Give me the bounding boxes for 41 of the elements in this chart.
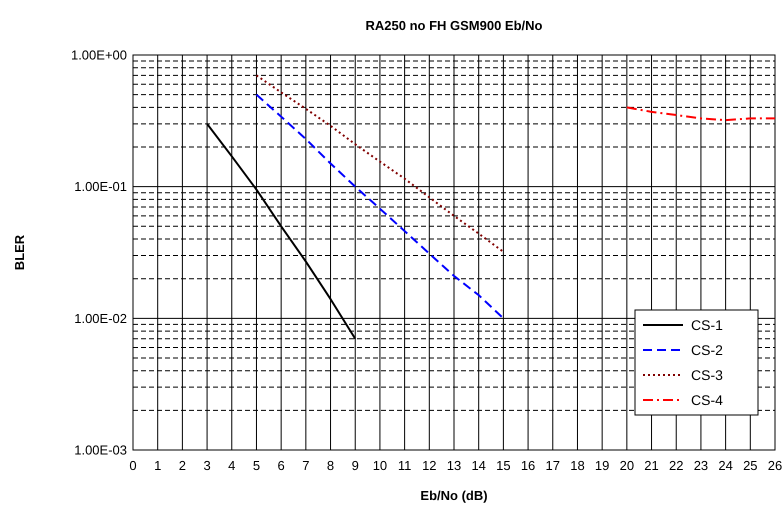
x-tick-label: 19 — [594, 458, 610, 473]
line-series — [255, 94, 504, 320]
x-tick-label: 6 — [278, 458, 285, 473]
x-tick-label: 0 — [129, 458, 137, 473]
x-tick-label: 26 — [768, 458, 782, 473]
x-tick-label: 10 — [372, 458, 388, 473]
x-tick-label: 2 — [178, 458, 186, 473]
x-tick-label: 24 — [718, 458, 733, 473]
x-axis-title: Eb/No (dB) — [420, 488, 488, 503]
x-tick-label: 18 — [570, 458, 585, 473]
x-tick-label: 20 — [620, 458, 634, 473]
y-tick-label: 1.00E+00 — [70, 48, 127, 63]
x-tick-label: 13 — [446, 458, 462, 473]
x-tick-label: 16 — [520, 458, 536, 473]
y-tick-label: 1.00E-02 — [74, 310, 127, 326]
x-tick-label: 15 — [496, 458, 511, 473]
x-tick-label: 22 — [668, 458, 684, 473]
legend-label: CS-1 — [691, 316, 724, 333]
x-tick-label: 9 — [352, 458, 359, 473]
x-tick-label: 5 — [252, 458, 260, 473]
y-tick-label: 1.00E-03 — [74, 442, 127, 458]
x-tick-label: 3 — [203, 458, 211, 473]
x-tick-label: 8 — [326, 458, 334, 473]
x-tick-label: 12 — [422, 458, 437, 473]
x-tick-label: 21 — [644, 458, 659, 473]
y-tick-label: 1.00E-01 — [74, 179, 127, 194]
y-axis-title: BLER — [12, 234, 27, 270]
x-tick-label: 17 — [546, 458, 560, 473]
x-tick-label: 23 — [694, 458, 708, 473]
x-tick-label: 25 — [743, 458, 758, 473]
legend-label: CS-2 — [691, 342, 724, 358]
x-tick-label: 14 — [471, 458, 486, 473]
x-tick-label: 4 — [228, 458, 236, 473]
legend-label: CS-3 — [691, 366, 724, 383]
line-series — [255, 74, 504, 253]
line-series — [626, 106, 776, 122]
x-tick-label: 1 — [154, 458, 162, 473]
legend-label: CS-4 — [691, 392, 724, 408]
chart-title: RA250 no FH GSM900 Eb/No — [366, 18, 543, 33]
x-tick-label: 7 — [302, 458, 310, 473]
x-tick-label: 11 — [398, 458, 412, 473]
